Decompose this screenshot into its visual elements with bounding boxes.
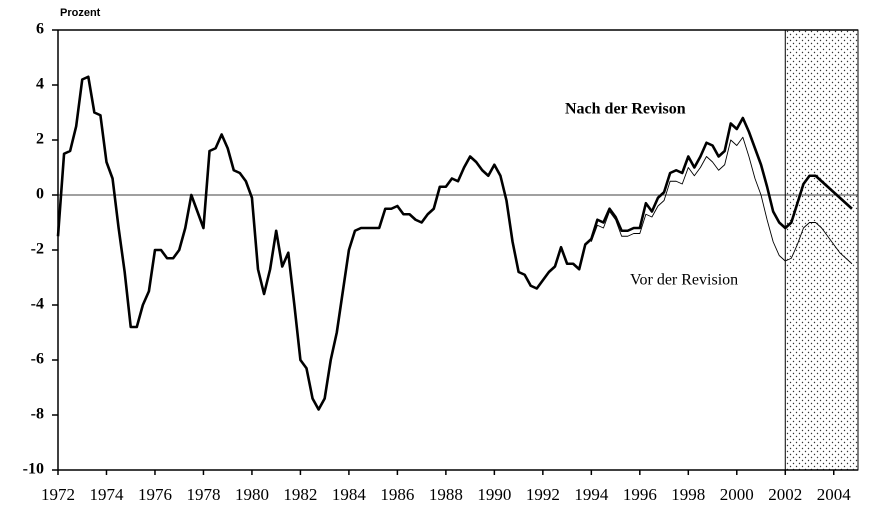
x-tick-label: 2000 (720, 485, 754, 504)
y-tick-label: -2 (31, 241, 44, 258)
x-tick-label: 2004 (817, 485, 852, 504)
series-line (56, 75, 853, 411)
y-tick-label: -6 (31, 351, 44, 368)
x-tick-label: 1978 (186, 485, 220, 504)
x-tick-label: 1990 (477, 485, 511, 504)
x-tick-label: 1974 (89, 485, 124, 504)
x-tick-label: 1986 (380, 485, 414, 504)
x-tick-label: 1980 (235, 485, 269, 504)
series-line (590, 136, 853, 265)
x-tick-label: 1984 (332, 485, 367, 504)
x-tick-label: 1988 (429, 485, 463, 504)
y-tick-label: -4 (31, 296, 44, 313)
x-tick-label: 1998 (671, 485, 705, 504)
x-tick-label: 1972 (41, 485, 75, 504)
y-tick-label: -10 (23, 461, 44, 478)
x-tick-label: 1994 (574, 485, 609, 504)
y-axis-label: Prozent (60, 7, 101, 19)
shaded-region (784, 29, 859, 471)
y-tick-label: -8 (31, 406, 44, 423)
y-tick-label: 0 (36, 186, 44, 203)
x-tick-label: 1996 (623, 485, 657, 504)
x-tick-label: 1982 (283, 485, 317, 504)
y-tick-label: 4 (36, 76, 44, 93)
x-tick-label: 2002 (768, 485, 802, 504)
y-tick-label: 6 (36, 21, 44, 38)
series-label: Nach der Revison (565, 101, 686, 118)
x-tick-label: 1976 (138, 485, 172, 504)
y-tick-label: 2 (36, 131, 44, 148)
x-tick-label: 1992 (526, 485, 560, 504)
series-label: Vor der Revision (630, 272, 738, 289)
